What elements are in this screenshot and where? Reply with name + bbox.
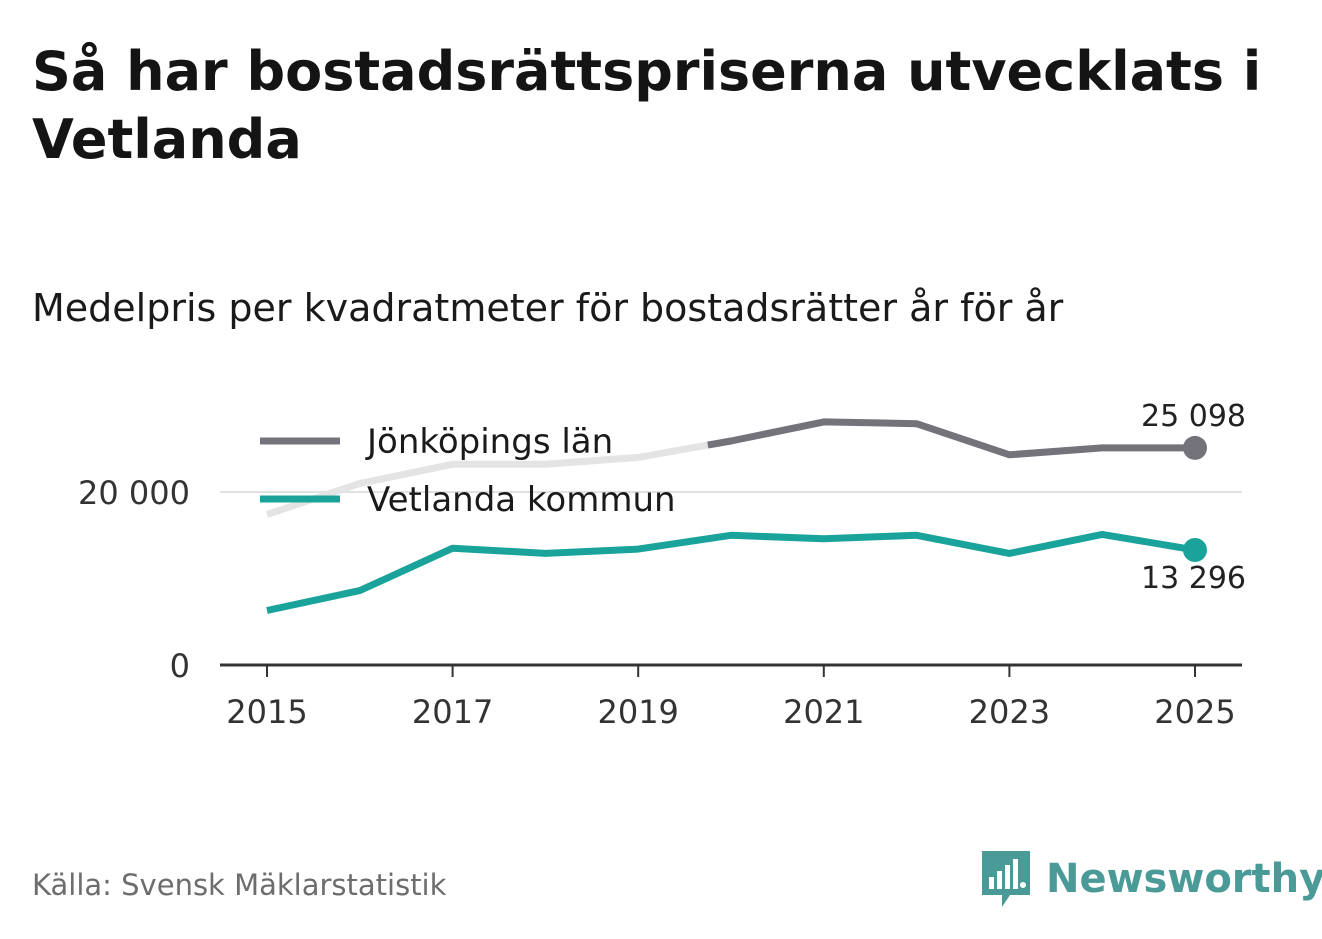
data-label-vetlanda-kommun: 13 296 bbox=[1141, 561, 1246, 596]
logo-text: Newsworthy bbox=[1046, 856, 1322, 902]
y-tick-label: 0 bbox=[170, 647, 190, 685]
x-tick-label: 2019 bbox=[597, 693, 678, 731]
x-tick-label: 2017 bbox=[412, 693, 493, 731]
label-layer: 25 098 13 296 bbox=[1141, 399, 1246, 596]
chart-title: Så har bostadsrättspriserna utvecklats i… bbox=[32, 40, 1262, 171]
newsworthy-logo: Newsworthy bbox=[980, 848, 1322, 910]
legend-label-jonkopings-lan: Jönköpings län bbox=[365, 422, 613, 462]
axis-layer: 0 20 000 2015 2017 2019 2021 2023 2025 bbox=[78, 474, 1242, 731]
x-tick-label: 2015 bbox=[226, 693, 307, 731]
x-tick-label: 2021 bbox=[783, 693, 864, 731]
legend-label-vetlanda-kommun: Vetlanda kommun bbox=[367, 480, 676, 520]
x-tick-label: 2025 bbox=[1154, 693, 1235, 731]
y-tick-label: 20 000 bbox=[78, 474, 190, 512]
end-point-jonkopings-lan bbox=[1183, 435, 1207, 460]
series-line-jonkopings-lan bbox=[707, 418, 1195, 459]
series-layer bbox=[265, 418, 1207, 614]
x-tick-label: 2023 bbox=[969, 693, 1050, 731]
chart-subtitle: Medelpris per kvadratmeter för bostadsrä… bbox=[32, 286, 1064, 330]
source-note: Källa: Svensk Mäklarstatistik bbox=[32, 868, 447, 902]
series-line-vetlanda-kommun bbox=[266, 530, 1196, 614]
series-line-jonkopings-lan-faded bbox=[265, 441, 709, 518]
bar-chart-speech-icon bbox=[982, 851, 1030, 907]
end-point-vetlanda-kommun bbox=[1183, 537, 1207, 562]
legend: Jönköpings län Vetlanda kommun bbox=[260, 422, 676, 520]
data-label-jonkopings-lan: 25 098 bbox=[1141, 399, 1246, 434]
